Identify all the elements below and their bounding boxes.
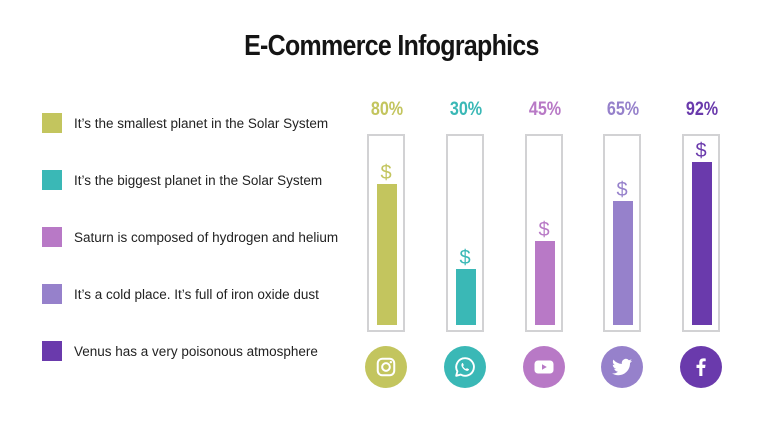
bar-fill [692,162,712,325]
facebook-icon [696,358,706,376]
legend-label: Venus has a very poisonous atmosphere [74,343,318,359]
twitter-icon [612,358,632,376]
whatsapp-icon [455,357,475,377]
twitter-button[interactable] [601,346,643,388]
whatsapp-button[interactable] [444,346,486,388]
legend-label: Saturn is composed of hydrogen and heliu… [74,229,339,245]
youtube-button[interactable] [523,346,565,388]
instagram-icon [376,357,396,377]
legend-label: It’s the biggest planet in the Solar Sys… [74,172,323,188]
percent-label: 92% [685,99,719,120]
bar-frame: $ [367,134,405,332]
facebook-button[interactable] [680,346,722,388]
legend-swatch [42,113,62,133]
legend-item: Saturn is composed of hydrogen and heliu… [42,227,338,247]
bar-frame: $ [682,134,720,332]
bar-fill [456,269,476,325]
bar-fill [613,201,633,325]
legend-item: It’s the biggest planet in the Solar Sys… [42,170,322,190]
bar-fill [377,184,397,325]
dollar-icon: $ [380,162,392,184]
bar-fill [535,241,555,325]
legend-item: It’s the smallest planet in the Solar Sy… [42,113,328,133]
legend-swatch [42,341,62,361]
bar-frame: $ [446,134,484,332]
bar-frame: $ [525,134,563,332]
percent-label: 30% [449,99,483,120]
dollar-icon: $ [538,219,550,241]
legend-item: It’s a cold place. It’s full of iron oxi… [42,284,319,304]
percent-label: 45% [528,99,562,120]
percent-label: 80% [370,99,404,120]
dollar-icon: $ [459,247,471,269]
legend-swatch [42,284,62,304]
bar-frame: $ [603,134,641,332]
legend-item: Venus has a very poisonous atmosphere [42,341,318,361]
legend-label: It’s a cold place. It’s full of iron oxi… [74,286,319,302]
page-title: E-Commerce Infographics [244,30,539,62]
instagram-button[interactable] [365,346,407,388]
dollar-icon: $ [695,140,707,162]
percent-label: 65% [606,99,640,120]
legend-swatch [42,170,62,190]
legend-swatch [42,227,62,247]
dollar-icon: $ [616,179,628,201]
legend-label: It’s the smallest planet in the Solar Sy… [74,115,329,131]
youtube-icon [534,360,554,374]
